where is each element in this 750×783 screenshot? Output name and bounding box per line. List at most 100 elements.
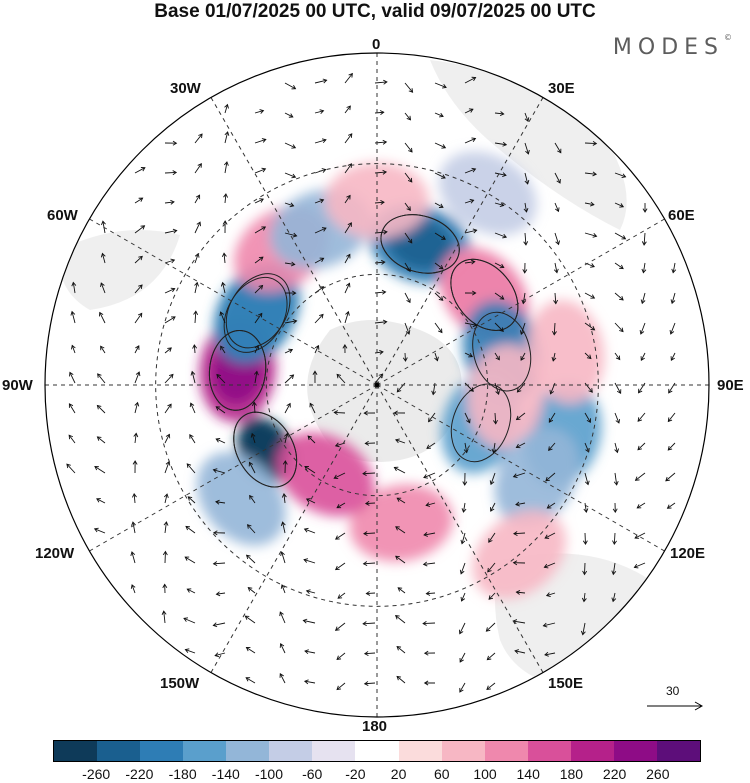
wind-arrow: [487, 562, 496, 573]
wind-arrow: [554, 202, 560, 213]
wind-arrow: [254, 198, 264, 204]
wind-arrow: [634, 532, 646, 539]
wind-arrow: [522, 262, 528, 274]
wind-arrow: [93, 527, 106, 534]
wind-arrow: [336, 682, 346, 691]
wind-arrow: [184, 556, 196, 564]
colorbar-swatch: [269, 741, 313, 761]
wind-arrow: [284, 82, 297, 90]
wind-arrow: [132, 492, 137, 504]
wind-arrow: [489, 472, 496, 486]
lon-label-120w: 120W: [35, 545, 75, 562]
wind-arrow: [425, 502, 436, 507]
wind-arrow: [584, 140, 598, 146]
wind-arrow: [542, 622, 556, 628]
wind-arrow: [134, 401, 140, 414]
wind-arrow: [224, 131, 230, 144]
contour-line: [208, 329, 267, 411]
wind-arrow: [334, 562, 346, 571]
wind-arrow: [614, 412, 621, 424]
lon-label-30w: 30W: [170, 80, 201, 97]
wind-arrow: [611, 562, 617, 576]
wind-arrow: [344, 105, 351, 114]
wind-arrow: [633, 562, 646, 569]
wind-arrow: [584, 472, 590, 486]
colorbar-tick-label: 60: [434, 766, 450, 782]
copyright-mark: ©: [724, 33, 732, 42]
wind-arrow: [582, 562, 588, 576]
wind-arrow: [464, 167, 477, 174]
wind-arrow: [66, 463, 76, 474]
wind-arrow: [458, 622, 466, 635]
wind-arrow: [214, 652, 226, 658]
wind-arrow: [189, 434, 196, 444]
lon-label-150e: 150E: [548, 675, 584, 692]
wind-arrow: [544, 651, 556, 657]
wind-arrow: [488, 592, 496, 600]
wind-arrow: [344, 194, 351, 204]
wind-arrow: [314, 227, 327, 234]
wind-arrow: [519, 322, 526, 335]
wind-arrow: [614, 442, 620, 454]
colorbar-tick-label: -100: [254, 766, 284, 782]
wind-arrow: [494, 262, 505, 269]
wind-arrow: [404, 82, 414, 93]
colorbar-tick-label: 140: [516, 766, 540, 782]
anomaly-blob: [197, 452, 286, 546]
wind-arrow: [162, 550, 168, 564]
lon-label-120e: 120E: [670, 545, 706, 562]
wind-arrow: [314, 344, 320, 354]
wind-arrow: [335, 532, 346, 540]
wind-arrow: [163, 493, 169, 504]
wind-arrow: [134, 167, 146, 174]
anomaly-blob: [527, 300, 605, 404]
lon-label-150w: 150W: [160, 675, 200, 692]
modes-logo: MODES©: [613, 33, 732, 60]
wind-arrow: [183, 617, 196, 624]
wind-arrow: [639, 322, 646, 335]
wind-arrow: [641, 232, 647, 246]
wind-arrow: [494, 352, 500, 361]
lon-label-0: 0: [372, 36, 381, 53]
south-america-land: [59, 230, 180, 310]
contour-line: [450, 383, 512, 463]
wind-arrow: [553, 262, 559, 274]
wind-arrow: [280, 584, 286, 594]
wind-arrow: [374, 289, 387, 295]
wind-arrow: [374, 349, 384, 355]
wind-arrow: [305, 589, 316, 594]
wind-arrow: [636, 502, 646, 509]
wind-arrow: [459, 682, 466, 693]
wind-arrow: [641, 262, 647, 274]
wind-arrow: [194, 194, 201, 204]
wind-arrow: [304, 649, 316, 655]
wind-arrow: [304, 465, 316, 474]
wind-arrow: [134, 345, 140, 354]
wind-arrow: [434, 202, 444, 208]
wind-arrow: [434, 82, 447, 89]
wind-arrow: [464, 290, 477, 296]
wind-arrow: [279, 673, 286, 684]
wind-arrow: [554, 142, 562, 154]
wind-arrow: [642, 202, 648, 213]
wind-arrow: [395, 555, 406, 564]
wind-arrow: [614, 262, 624, 270]
wind-arrow: [459, 562, 466, 575]
wind-arrow: [494, 111, 505, 117]
wind-arrow: [282, 460, 288, 474]
wind-arrow: [494, 292, 505, 300]
wind-arrow: [215, 406, 226, 414]
anomaly-blob: [276, 432, 375, 517]
wind-arrow: [314, 313, 324, 324]
wind-arrow: [344, 282, 351, 294]
map-title: Base 01/07/2025 00 UTC, valid 09/07/2025…: [154, 1, 596, 22]
wind-arrow: [163, 521, 169, 534]
wind-arrow: [514, 649, 526, 654]
wind-arrow: [523, 202, 529, 213]
wind-arrow: [284, 402, 291, 414]
wind-arrow: [130, 584, 136, 594]
wind-arrow: [221, 252, 227, 264]
wind-arrow: [665, 472, 676, 482]
wind-arrow: [94, 466, 106, 474]
wind-arrow: [284, 432, 289, 444]
